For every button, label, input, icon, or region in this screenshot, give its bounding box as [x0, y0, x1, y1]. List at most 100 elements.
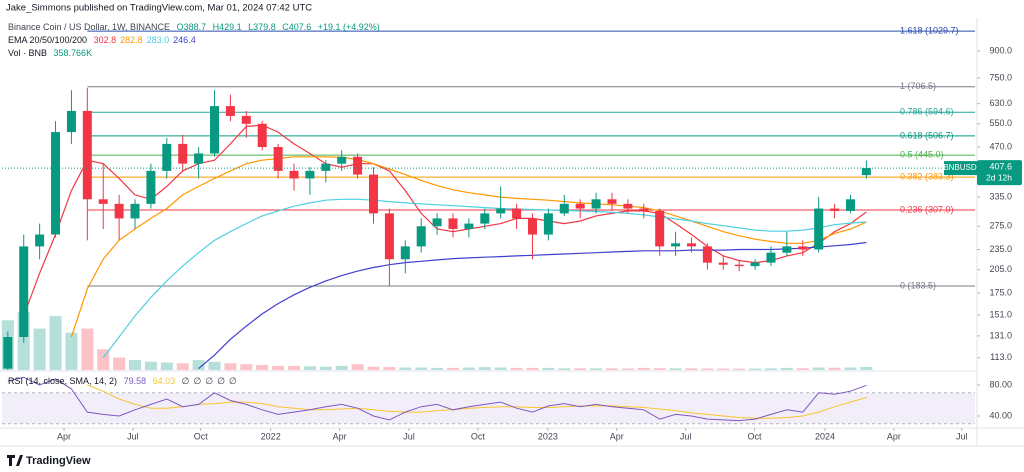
candle-body [289, 170, 299, 179]
candle-body [671, 243, 681, 247]
ohlc-close: C407.6 [282, 22, 312, 32]
ema-values: 302.8 282.8 283.0 246.4 [94, 35, 200, 45]
candle-body [305, 170, 315, 179]
volume-bar [478, 367, 491, 370]
candle-body [798, 246, 808, 250]
ema-value: 283.0 [146, 35, 170, 45]
rsi-sma-line [87, 384, 867, 419]
volume-bar [383, 367, 396, 370]
x-tick-label: 2023 [538, 431, 558, 441]
volume-bar [558, 368, 571, 370]
ema-value: 302.8 [93, 35, 117, 45]
candle-body [162, 143, 172, 171]
candle-body [384, 213, 394, 260]
candle-body [686, 243, 696, 247]
candle-body [225, 106, 235, 116]
fib-label: 0.618 (506.7) [900, 130, 954, 140]
candle-body [82, 110, 92, 200]
rsi-tick-label: 80.00 [989, 379, 1012, 389]
x-tick-label: Apr [610, 431, 624, 441]
ema-legend: EMA 20/50/100/200 302.8 282.8 283.0 246.4 [8, 35, 204, 45]
volume-bar [780, 367, 793, 370]
volume-bar [415, 367, 428, 370]
y-tick-label: 175.0 [989, 287, 1012, 297]
ema-label: EMA 20/50/100/200 [8, 35, 88, 45]
volume-bar [319, 366, 332, 370]
price-badge [977, 160, 1022, 186]
volume-label: Vol · BNB [8, 48, 48, 58]
symbol-badge [944, 161, 977, 176]
candle-body [480, 213, 490, 224]
volume-bar [590, 368, 603, 370]
volume-bar [796, 368, 809, 370]
y-tick-label: 235.0 [989, 244, 1012, 254]
candle-body [591, 199, 601, 209]
rsi-icon: ∅ [181, 376, 190, 386]
candle-body [368, 174, 378, 214]
rsi-icon: ∅ [229, 376, 237, 386]
volume-bar [176, 363, 189, 370]
publisher: Jake_Simmons published on TradingView.co… [6, 3, 312, 14]
volume-bar [494, 367, 507, 370]
y-tick-label: 113.0 [990, 352, 1012, 362]
volume-bar [144, 361, 157, 370]
candle-body [210, 106, 220, 154]
candle-body [766, 252, 776, 263]
candle-body [400, 246, 410, 260]
symbol-badge-label: BNBUSD [943, 163, 977, 172]
y-tick-label: 470.0 [989, 141, 1012, 151]
volume-bar [653, 368, 666, 370]
volume-bar [65, 332, 78, 370]
candle-body [639, 208, 649, 211]
volume-bar [749, 368, 762, 370]
candle-body [194, 153, 204, 164]
x-tick-label: Oct [471, 431, 486, 441]
volume-bar [637, 367, 650, 370]
y-tick-label: 900.0 [989, 45, 1012, 55]
x-tick-label: Jul [403, 431, 415, 441]
candle-body [750, 262, 760, 267]
volume-bar [192, 360, 205, 370]
candle-body [98, 199, 108, 204]
rsi-tick-label: 40.00 [989, 410, 1012, 420]
candle-body [273, 147, 283, 171]
rsi-icon: ∅ [217, 376, 226, 386]
fib-label: 1.618 (1029.7) [900, 25, 959, 35]
rsi-label: RSI (14, close, SMA, 14, 2) [8, 376, 118, 386]
volume-bar [446, 367, 459, 370]
volume-bar [828, 367, 841, 370]
volume-bar [574, 368, 587, 370]
x-tick-label: Jul [956, 431, 968, 441]
candle-body [35, 234, 45, 247]
y-tick-label: 131.0 [989, 330, 1012, 340]
ohlc-high: H429.1 [212, 22, 242, 32]
volume-bar [288, 365, 301, 370]
volume-bar [272, 365, 285, 370]
tradingview-logo [7, 455, 23, 466]
ohlc-open: O388.7 [176, 22, 207, 32]
candle-body [782, 246, 792, 253]
fib-label: 0.382 (383.3) [900, 172, 954, 182]
volume-bar [335, 365, 348, 370]
volume-bar [701, 368, 714, 370]
volume-bar [621, 368, 634, 370]
volume-bar [685, 368, 698, 370]
rsi-legend: RSI (14, close, SMA, 14, 2) 79.58 64.03 … [8, 376, 245, 387]
volume-bar [733, 368, 746, 370]
candle-body [496, 208, 506, 214]
fib-label: 0.5 (445.0) [900, 149, 944, 159]
x-tick-label: Apr [887, 431, 901, 441]
rsi-icons: ∅ ∅ ∅ ∅ ∅ [182, 376, 241, 386]
volume-bar [526, 367, 539, 370]
volume-bar [542, 367, 555, 370]
fib-label: 0.786 (594.6) [900, 107, 954, 117]
candle-body [543, 213, 553, 235]
x-tick-label: 2022 [261, 431, 281, 441]
x-tick-label: Oct [194, 431, 209, 441]
candle-body [702, 246, 712, 263]
candle-body [512, 208, 522, 219]
x-tick-label: Oct [748, 431, 763, 441]
ema-line [70, 156, 867, 338]
candle-body [607, 199, 617, 204]
